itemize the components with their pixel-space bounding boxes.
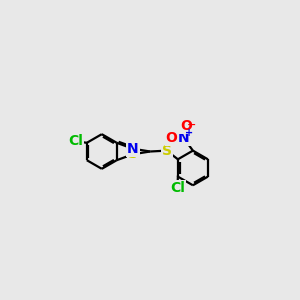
Text: N: N: [178, 131, 190, 145]
Text: Cl: Cl: [170, 181, 185, 195]
Text: N: N: [127, 142, 139, 156]
Text: Cl: Cl: [68, 134, 83, 148]
Text: O: O: [180, 119, 192, 133]
Text: S: S: [162, 144, 172, 158]
Text: O: O: [166, 131, 178, 145]
Text: +: +: [185, 128, 193, 138]
Text: S: S: [128, 147, 138, 161]
Text: −: −: [187, 120, 196, 130]
